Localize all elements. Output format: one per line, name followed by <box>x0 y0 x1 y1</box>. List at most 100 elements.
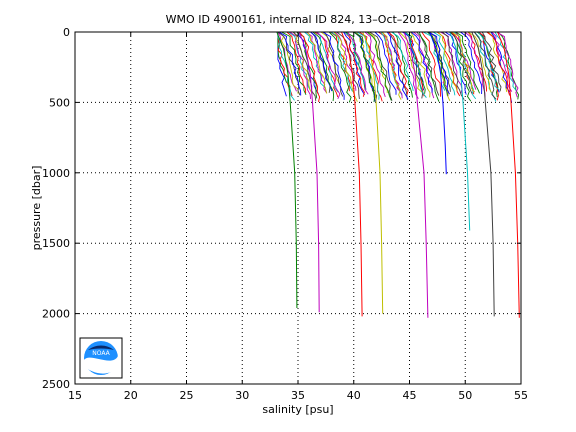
shallow-profile-line <box>449 31 473 94</box>
x-tick-label: 20 <box>124 389 138 402</box>
shallow-profile-line <box>478 31 499 101</box>
shallow-profile-line <box>436 31 461 97</box>
x-tick-label: 30 <box>235 389 249 402</box>
chart-title: WMO ID 4900161, internal ID 824, 13–Oct–… <box>166 13 431 26</box>
x-tick-label: 40 <box>347 389 361 402</box>
shallow-profile-line <box>306 31 328 94</box>
shallow-profile-line <box>381 31 402 100</box>
x-tick-label: 35 <box>291 389 305 402</box>
shallow-profile-line <box>392 31 413 98</box>
deep-profile-line <box>362 31 384 314</box>
shallow-profile-line <box>427 31 448 96</box>
shallow-profile-line <box>391 31 414 92</box>
deep-profile-line <box>403 31 429 318</box>
y-tick-label: 1500 <box>42 237 70 250</box>
x-tick-label: 15 <box>68 389 82 402</box>
y-tick-label: 2500 <box>42 378 70 391</box>
shallow-profile-line <box>467 31 492 93</box>
deep-profile-line <box>449 31 471 231</box>
shallow-profile-line <box>455 31 481 94</box>
shallow-profile-line <box>366 31 392 101</box>
deep-profile-line <box>341 31 363 317</box>
shallow-profile-line <box>312 31 335 101</box>
deep-profile-line <box>298 31 320 313</box>
shallow-profile-line <box>322 31 345 100</box>
shallow-profile-line <box>404 31 427 98</box>
shallow-profile-line <box>496 31 519 98</box>
shallow-profile-line <box>336 31 360 99</box>
shallow-profile-line <box>310 31 333 92</box>
shallow-profile-line <box>440 31 463 94</box>
grid <box>75 32 521 384</box>
shallow-profile-line <box>494 31 517 91</box>
shallow-profile-line <box>418 31 440 102</box>
shallow-profile-line <box>460 31 483 95</box>
shallow-profile-line <box>304 31 327 92</box>
x-tick-label: 45 <box>403 389 417 402</box>
shallow-profile-line <box>330 31 351 92</box>
deep-profile-line <box>276 31 298 309</box>
axis-ticks: 15 20 25 30 35 40 45 50 55 0 500 1000 1500 2000 2500 <box>42 26 528 402</box>
shallow-profile-line <box>353 31 375 103</box>
shallow-profile-line <box>410 31 431 98</box>
shallow-profile-line <box>278 31 299 94</box>
noaa-logo-wave <box>84 356 118 374</box>
shallow-profile-line <box>281 31 307 95</box>
shallow-profile-line <box>299 31 321 102</box>
profiles <box>276 31 520 318</box>
y-tick-label: 2000 <box>42 308 70 321</box>
shallow-profile-line <box>353 31 376 102</box>
shallow-profile-line <box>316 31 341 99</box>
shallow-profile-line <box>450 31 472 102</box>
shallow-profile-line <box>477 31 500 91</box>
x-tick-label: 25 <box>180 389 194 402</box>
shallow-profile-line <box>364 31 386 98</box>
y-tick-label: 0 <box>63 26 70 39</box>
x-tick-label: 50 <box>458 389 472 402</box>
shallow-profile-line <box>410 31 433 93</box>
shallow-profile-line <box>369 31 393 101</box>
shallow-profile-line <box>467 31 487 92</box>
shallow-profile-line <box>388 31 408 101</box>
shallow-profile-line <box>344 31 365 97</box>
shallow-profile-line <box>286 31 307 94</box>
shallow-profile-line <box>343 31 367 90</box>
shallow-profile-line <box>397 31 419 99</box>
shallow-profile-line <box>404 31 426 94</box>
shallow-profile-line <box>387 31 409 95</box>
shallow-profile-line <box>444 31 467 95</box>
shallow-profile-line <box>428 31 450 95</box>
shallow-profile-line <box>374 31 397 95</box>
shallow-profile-line <box>421 31 442 97</box>
y-tick-label: 1000 <box>42 167 70 180</box>
deep-profile-line <box>471 31 495 317</box>
y-axis-label: pressure [dbar] <box>30 166 43 251</box>
shallow-profile-line <box>455 31 477 90</box>
noaa-logo: NOAA <box>79 337 123 379</box>
shallow-profile-line <box>450 31 476 93</box>
shallow-profile-line <box>481 31 502 92</box>
shallow-profile-line <box>292 31 313 95</box>
shallow-profile-line <box>381 31 403 99</box>
shallow-profile-line <box>432 31 456 96</box>
shallow-profile-line <box>333 31 358 102</box>
shallow-profile-line <box>278 31 302 96</box>
shallow-profile-line <box>473 31 497 100</box>
noaa-logo-mark: NOAA <box>92 350 110 357</box>
shallow-profile-line <box>289 31 312 100</box>
shallow-profile-line <box>486 31 511 96</box>
shallow-profile-line <box>437 31 458 91</box>
shallow-profile-line <box>330 31 353 92</box>
shallow-profile-line <box>356 31 380 100</box>
shallow-profile-line <box>497 31 519 100</box>
x-axis-label: salinity [psu] <box>262 403 333 416</box>
x-tick-label: 55 <box>514 389 528 402</box>
shallow-profile-line <box>277 32 293 96</box>
y-tick-label: 500 <box>49 96 70 109</box>
noaa-logo-gull <box>88 345 114 350</box>
shallow-profile-line <box>347 31 369 95</box>
shallow-profile-line <box>441 31 465 100</box>
shallow-profile-line <box>416 31 440 96</box>
shallow-profile-line <box>464 31 486 98</box>
deep-profile-line <box>429 31 447 175</box>
